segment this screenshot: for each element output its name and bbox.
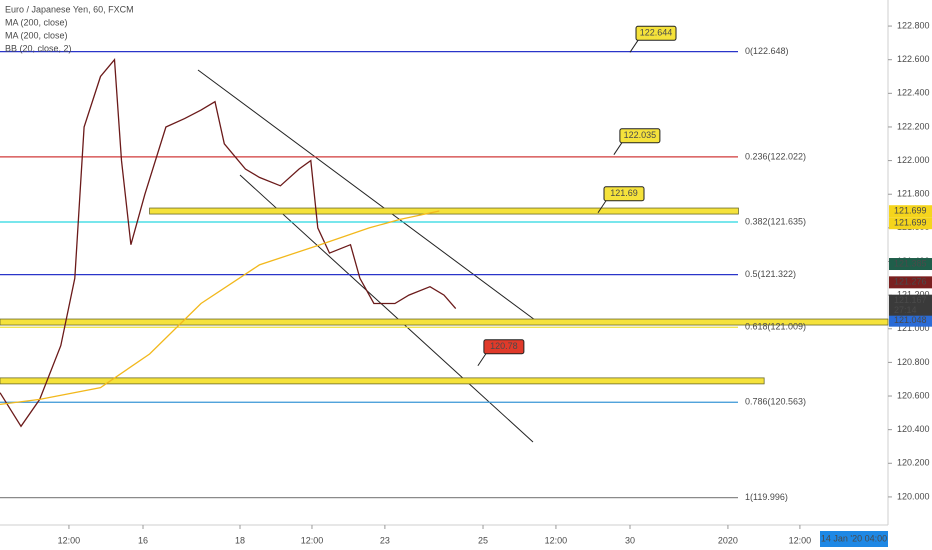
plot: 122.644 122.035 121.69 120.78 — [0, 25, 889, 499]
x-tick-label: 2020 — [718, 535, 738, 545]
price-tag-label: 121.276 — [894, 277, 927, 287]
cursor-time-label: 14 Jan '20 04:00 — [821, 533, 887, 543]
indicator-label: MA (200, close) — [5, 30, 68, 40]
zone — [0, 318, 889, 326]
callout-label: 120.78 — [490, 341, 518, 351]
fib-label: 0.618(121.009) — [745, 322, 806, 332]
channel-line — [239, 174, 534, 443]
callout-box — [619, 128, 661, 144]
callout-box — [603, 186, 645, 202]
callout-box — [635, 25, 677, 41]
zone — [0, 377, 765, 385]
y-tick-label: 122.200 — [897, 121, 930, 131]
price-tag — [889, 217, 932, 230]
zone — [149, 207, 739, 215]
channel-line — [197, 69, 536, 321]
y-tick-label: 122.600 — [897, 54, 930, 64]
price-tag-label: 121.167 — [894, 295, 927, 305]
indicator-label: BB (20, close, 2) — [5, 43, 72, 53]
price-tag — [889, 314, 932, 327]
callout-label: 122.644 — [640, 28, 673, 38]
fib-label: 1(119.996) — [745, 492, 788, 502]
price-tag-label: 121.699 — [894, 218, 927, 228]
x-tick-label: 12:00 — [58, 535, 81, 545]
y-tick-label: 121.000 — [897, 323, 930, 333]
x-tick-label: 12:00 — [301, 535, 324, 545]
fib-label: 0.382(121.635) — [745, 216, 806, 226]
x-tick-label: 18 — [235, 535, 245, 545]
price-tag — [889, 258, 932, 271]
y-tick-label: 120.600 — [897, 390, 930, 400]
y-tick-label: 122.400 — [897, 88, 930, 98]
fib-label: 0.786(120.563) — [745, 397, 806, 407]
price-tag-label: 121.699 — [894, 206, 927, 216]
countdown-tag — [889, 305, 932, 316]
x-tick-label: 16 — [138, 535, 148, 545]
countdown-label: 27:14 — [894, 305, 917, 315]
callout-pointer — [477, 353, 487, 367]
cursor-time-tag — [820, 531, 888, 547]
x-tick-label: 12:00 — [789, 535, 812, 545]
price-tag-label: 121.048 — [894, 315, 927, 325]
y-tick-label: 122.800 — [897, 20, 930, 30]
price-line — [0, 58, 457, 428]
y-tick-label: 120.400 — [897, 424, 930, 434]
callout-label: 121.69 — [610, 188, 638, 198]
callout-pointer — [629, 40, 639, 53]
indicator-label: MA (200, close) — [5, 17, 68, 27]
y-tick-label: 120.800 — [897, 357, 930, 367]
y-tick-label: 121.800 — [897, 189, 930, 199]
callout-pointer — [597, 200, 607, 214]
chart-title: Euro / Japanese Yen, 60, FXCM — [5, 4, 134, 14]
callout-label: 122.035 — [624, 130, 657, 140]
fib-label: 0.236(122.022) — [745, 151, 806, 161]
callout-box — [483, 339, 525, 355]
x-tick-label: 23 — [380, 535, 390, 545]
price-tag — [889, 276, 932, 289]
fib-label: 0.5(121.322) — [745, 269, 796, 279]
y-tick-label: 122.000 — [897, 155, 930, 165]
y-tick-label: 120.000 — [897, 491, 930, 501]
price-tag-label: 121.385 — [894, 258, 927, 268]
y-tick-label: 120.200 — [897, 458, 930, 468]
y-tick-label: 121.200 — [897, 289, 930, 299]
x-tick-label: 12:00 — [545, 535, 568, 545]
x-tick-label: 25 — [478, 535, 488, 545]
price-tag — [889, 294, 932, 307]
callout-pointer — [613, 142, 623, 155]
price-line — [0, 210, 440, 406]
price-tag — [889, 205, 932, 218]
x-tick-label: 30 — [625, 535, 635, 545]
fib-label: 0(122.648) — [745, 46, 789, 56]
